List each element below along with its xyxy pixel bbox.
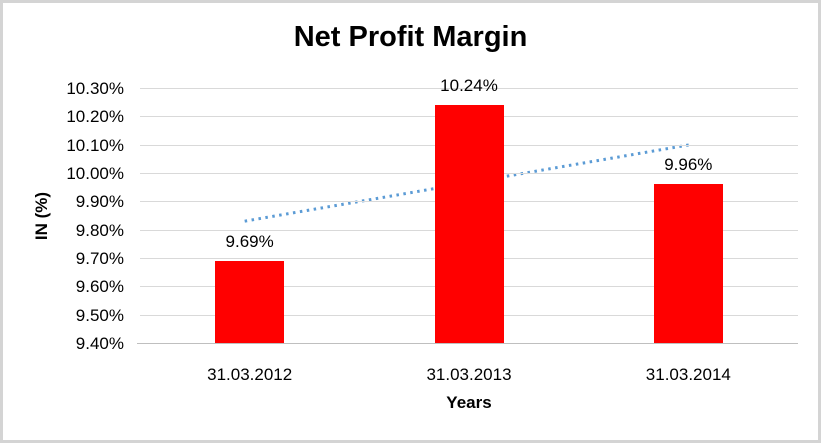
gridline <box>140 88 798 89</box>
data-label: 10.24% <box>440 76 498 95</box>
x-tick-label: 31.03.2014 <box>645 365 731 384</box>
x-tick-label: 31.03.2012 <box>207 365 293 384</box>
y-tick-label: 9.50% <box>75 305 124 325</box>
y-tick-label: 10.00% <box>66 164 124 183</box>
x-axis-title: Years <box>446 393 492 412</box>
data-label: 9.96% <box>664 155 713 175</box>
y-tick-label: 9.40% <box>75 334 124 353</box>
x-tick-label: 31.03.2013 <box>426 365 512 384</box>
chart-title: Net Profit Margin <box>293 21 528 53</box>
y-tick-label: 9.80% <box>75 220 124 240</box>
bar <box>215 260 285 343</box>
bar <box>653 184 723 343</box>
gridline <box>137 343 798 344</box>
y-tick-label: 9.90% <box>75 192 124 212</box>
y-tick-label: 9.60% <box>75 277 124 297</box>
bar <box>434 105 504 343</box>
data-label: 9.69% <box>225 231 274 251</box>
y-tick-label: 10.30% <box>66 79 124 98</box>
y-tick-label: 9.70% <box>75 249 124 268</box>
y-tick-label: 10.20% <box>66 107 124 127</box>
y-tick-label: 10.10% <box>66 135 124 155</box>
